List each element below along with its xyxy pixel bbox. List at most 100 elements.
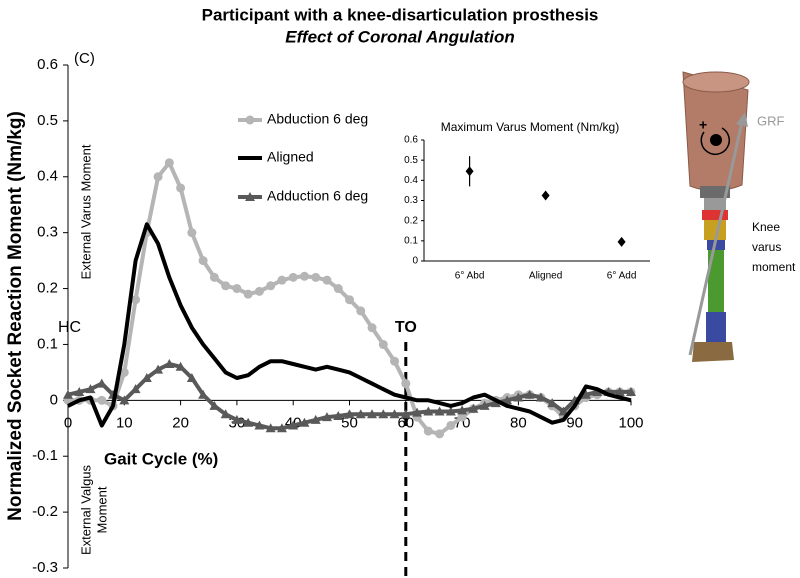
point-marker xyxy=(513,392,524,402)
point-marker xyxy=(198,389,209,399)
point-marker xyxy=(266,281,276,291)
point-marker xyxy=(389,409,400,419)
point-marker xyxy=(153,172,163,182)
point-marker xyxy=(412,407,423,417)
point-marker xyxy=(423,406,434,416)
point-marker xyxy=(457,405,468,415)
point-marker xyxy=(321,412,332,422)
y-tick-label: -0.2 xyxy=(32,503,58,520)
chart-title: Participant with a knee-disarticulation … xyxy=(202,5,599,24)
point-marker xyxy=(311,272,321,282)
point-marker xyxy=(401,379,411,389)
inset-x-tick-label: 6° Add xyxy=(607,271,637,282)
annotation-valgus: Moment xyxy=(94,486,109,533)
legend-label: Abduction 6 deg xyxy=(267,111,368,127)
point-marker xyxy=(322,275,332,285)
inset-x-tick-label: Aligned xyxy=(529,271,562,282)
legend-label: Adduction 6 deg xyxy=(267,188,368,204)
point-marker xyxy=(175,361,186,371)
y-tick-label: 0 xyxy=(50,391,58,408)
point-marker xyxy=(626,386,636,396)
point-marker xyxy=(468,403,479,413)
legend-label: Aligned xyxy=(267,149,314,165)
point-marker xyxy=(198,256,208,266)
point-marker xyxy=(164,359,175,369)
point-marker xyxy=(209,272,219,282)
prosthesis-illustration: + xyxy=(682,71,750,362)
point-marker xyxy=(221,281,231,291)
x-tick-label: 10 xyxy=(116,414,133,431)
point-marker xyxy=(119,395,130,405)
annotation-to: TO xyxy=(395,319,417,336)
force-label: GRF xyxy=(757,113,785,128)
point-marker xyxy=(74,386,85,396)
point-marker xyxy=(344,409,355,419)
inset-y-tick-label: 0.3 xyxy=(404,195,418,206)
point-marker xyxy=(254,420,265,430)
point-marker xyxy=(220,409,231,419)
point-marker xyxy=(547,398,558,408)
point-marker xyxy=(333,284,343,294)
inset-y-tick-label: 0 xyxy=(412,256,418,267)
point-marker xyxy=(187,228,197,238)
point-marker xyxy=(400,409,411,419)
point-marker xyxy=(378,409,389,419)
inset-y-tick-label: 0.1 xyxy=(404,235,418,246)
point-marker xyxy=(186,372,197,382)
point-marker xyxy=(390,356,400,366)
point-marker xyxy=(465,166,474,177)
point-marker xyxy=(288,420,299,430)
point-marker xyxy=(558,406,569,416)
y-tick-label: 0.4 xyxy=(37,168,58,185)
y-tick-label: 0.6 xyxy=(37,56,58,73)
point-marker xyxy=(288,272,298,282)
point-marker xyxy=(131,295,141,305)
point-marker xyxy=(356,306,366,316)
point-marker xyxy=(63,389,73,399)
x-tick-label: 100 xyxy=(618,414,643,431)
svg-text:+: + xyxy=(699,117,707,133)
series-line xyxy=(67,222,632,428)
point-marker xyxy=(580,389,591,399)
point-marker xyxy=(231,414,242,424)
point-marker xyxy=(153,364,164,374)
point-marker xyxy=(97,395,107,405)
point-marker xyxy=(592,386,603,396)
point-marker xyxy=(367,323,377,333)
y-tick-label: 0.3 xyxy=(37,224,58,241)
point-marker xyxy=(243,289,253,299)
x-tick-label: 80 xyxy=(510,414,527,431)
inset-y-tick-label: 0.4 xyxy=(404,175,418,186)
point-marker xyxy=(119,367,129,377)
point-marker xyxy=(276,423,287,433)
y-tick-label: 0.1 xyxy=(37,335,58,352)
point-marker xyxy=(232,284,242,294)
x-tick-label: 0 xyxy=(64,414,72,431)
annotation-valgus: External Valgus xyxy=(78,464,93,555)
point-marker xyxy=(446,420,456,430)
x-tick-label: 90 xyxy=(566,414,583,431)
point-marker xyxy=(355,409,366,419)
point-marker xyxy=(367,409,378,419)
annotation-varus: External Varus Moment xyxy=(78,144,93,279)
point-marker xyxy=(209,400,220,410)
legend-marker xyxy=(245,115,255,125)
point-marker xyxy=(265,423,276,433)
point-marker xyxy=(164,158,174,168)
point-marker xyxy=(176,183,186,193)
legend-marker xyxy=(245,192,255,201)
y-tick-label: 0.2 xyxy=(37,280,58,297)
moment-label: Knee xyxy=(752,220,780,234)
point-marker xyxy=(614,386,625,396)
moment-label: moment xyxy=(752,260,796,274)
point-marker xyxy=(535,392,546,402)
x-tick-label: 50 xyxy=(341,414,358,431)
point-marker xyxy=(96,378,107,388)
point-marker xyxy=(541,190,550,201)
annotation-hc: HC xyxy=(58,319,81,336)
point-marker xyxy=(333,410,344,420)
y-tick-label: -0.3 xyxy=(32,559,58,576)
inset-y-tick-label: 0.5 xyxy=(404,155,418,166)
point-marker xyxy=(434,406,445,416)
